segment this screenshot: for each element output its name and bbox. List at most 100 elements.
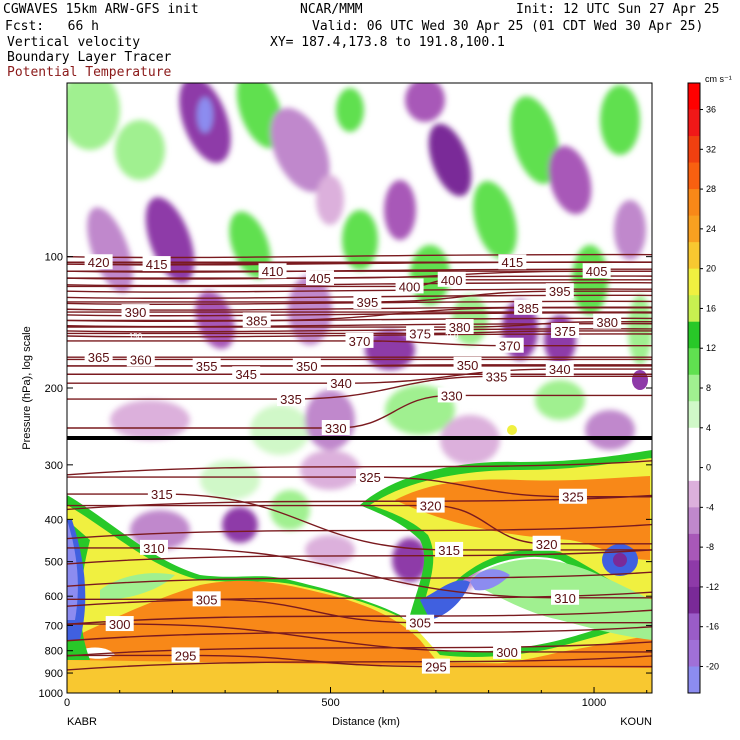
colorbar-label: -16 [706, 622, 719, 632]
contour-label: 350 [457, 358, 479, 373]
contour-label-bg [258, 263, 287, 279]
contour-label: 410 [262, 264, 284, 279]
theta-contour-295 [67, 654, 652, 668]
contour-label: 320 [420, 499, 442, 514]
colorbar-label: -20 [706, 661, 719, 671]
x-tick-label: 0 [64, 697, 70, 709]
contour-label: 305 [409, 616, 431, 631]
contour-label-bg [532, 535, 561, 551]
y-axis-ticks: 100 200 300 400 500 600 700 800 900 1000 [39, 252, 652, 700]
contour-label-bg [353, 293, 382, 309]
colorbar-swatch [688, 401, 700, 429]
colorbar-swatch [688, 215, 700, 243]
contour-label-bg [321, 419, 350, 435]
contour-label: 420 [88, 255, 110, 270]
colorbar-swatch [688, 348, 700, 376]
model-title: CGWAVES 15km ARW-GFS init [3, 2, 199, 17]
contour-label: 380 [449, 320, 471, 335]
y-tick-label: 300 [45, 460, 63, 472]
right-endpoint-label: KOUN [620, 716, 652, 728]
colorbar-swatch [688, 560, 700, 588]
valid-time: Valid: 06 UTC Wed 30 Apr 25 (01 CDT Wed … [312, 19, 704, 34]
contour-label-bg [437, 271, 466, 287]
colorbar-label: 36 [706, 105, 716, 115]
x-tick-label: 500 [321, 697, 339, 709]
contour-label-bg [416, 497, 445, 513]
contour-label-bg [498, 254, 527, 270]
theta-contour-340 [67, 368, 652, 384]
colorbar-label: 28 [706, 184, 716, 194]
contour-label: 330 [325, 421, 347, 436]
contour-label: 360 [130, 352, 152, 367]
colorbar-swatch [688, 586, 700, 614]
contour-label: 350 [296, 359, 318, 374]
y-tick-label: 1000 [39, 688, 63, 700]
theta-contour-upper [67, 253, 652, 259]
contour-label-bg [545, 361, 574, 377]
contour-label: 375 [554, 324, 576, 339]
contour-label-bg [139, 539, 168, 555]
xy-coordinates: XY= 187.4,173.8 to 191.8,100.1 [270, 35, 505, 50]
field-potential-temperature: Potential Temperature [7, 65, 172, 80]
theta-contour-370 [67, 340, 652, 347]
contour-label: 395 [357, 295, 379, 310]
colorbar-swatch [688, 109, 700, 137]
colorbar-units: cm s⁻¹ [705, 74, 732, 84]
theta-contour-lower [67, 523, 652, 540]
colorbar-swatch [688, 321, 700, 349]
contour-label: 400 [399, 279, 421, 294]
contour-label: 380 [596, 315, 618, 330]
contour-label-bg [582, 263, 611, 279]
contour-label-bg [242, 312, 271, 328]
colorbar-label: 24 [706, 224, 716, 234]
contour-label: 375 [409, 326, 431, 341]
colorbar-label: -8 [706, 542, 714, 552]
colorbar-label: 16 [706, 303, 716, 313]
theta-contour-330 [67, 394, 652, 429]
contour-label-bg [356, 469, 385, 485]
contour-label-bg [276, 391, 305, 407]
theta-contour-320 [67, 504, 652, 545]
contour-label-bg [514, 299, 543, 315]
velocity-field [67, 83, 652, 693]
contour-label: 370 [499, 339, 521, 354]
x-axis-ticks: 0 500 1000 [64, 687, 648, 709]
contour-label-bg [406, 325, 435, 341]
colorbar-label: 32 [706, 144, 716, 154]
theta-contour-325 [67, 476, 652, 498]
colorbar-label: 20 [706, 264, 716, 274]
theta-contour-lower [67, 460, 652, 476]
colorbar-swatch [688, 83, 700, 111]
y-tick-label: 400 [45, 514, 63, 526]
theta-contour-labels: 420 415 410 405 400 400 415 405 395 395 390 385 385 3… [84, 254, 622, 675]
contour-label-bg [192, 591, 221, 607]
colorbar-label: 0 [706, 463, 711, 473]
colorbar-swatch [688, 295, 700, 323]
contour-label-bg [292, 357, 321, 373]
contour-label: 325 [359, 470, 381, 485]
contour-label-bg [545, 283, 574, 299]
contour-label: 405 [586, 264, 608, 279]
theta-contour-lower [67, 626, 652, 642]
tropopause-label: 150 [129, 332, 143, 341]
theta-contour-305 [67, 598, 652, 624]
tropopause-label: 150 [445, 332, 459, 341]
x-axis-label: Distance (km) [332, 716, 400, 728]
contour-label-bg [192, 357, 221, 373]
contour-label-bg [551, 589, 580, 605]
theta-contour-335 [67, 375, 652, 400]
contour-label: 335 [486, 369, 508, 384]
field-boundary-layer-tracer: Boundary Layer Tracer [7, 50, 172, 65]
colorbar-label: 8 [706, 383, 711, 393]
theta-contour-lower [67, 655, 652, 671]
init-time: Init: 12 UTC Sun 27 Apr 25 [516, 2, 720, 17]
contour-label: 295 [425, 660, 447, 675]
contour-label-bg [453, 356, 482, 372]
theta-contour-upper [67, 317, 652, 322]
contour-label: 415 [501, 255, 523, 270]
y-tick-label: 200 [45, 383, 63, 395]
colorbar-swatch [688, 666, 700, 694]
contour-label: 385 [246, 313, 268, 328]
y-axis-label: Pressure (hPa), log scale [21, 326, 33, 450]
forecast-hour: Fcst: 66 h [5, 19, 99, 34]
